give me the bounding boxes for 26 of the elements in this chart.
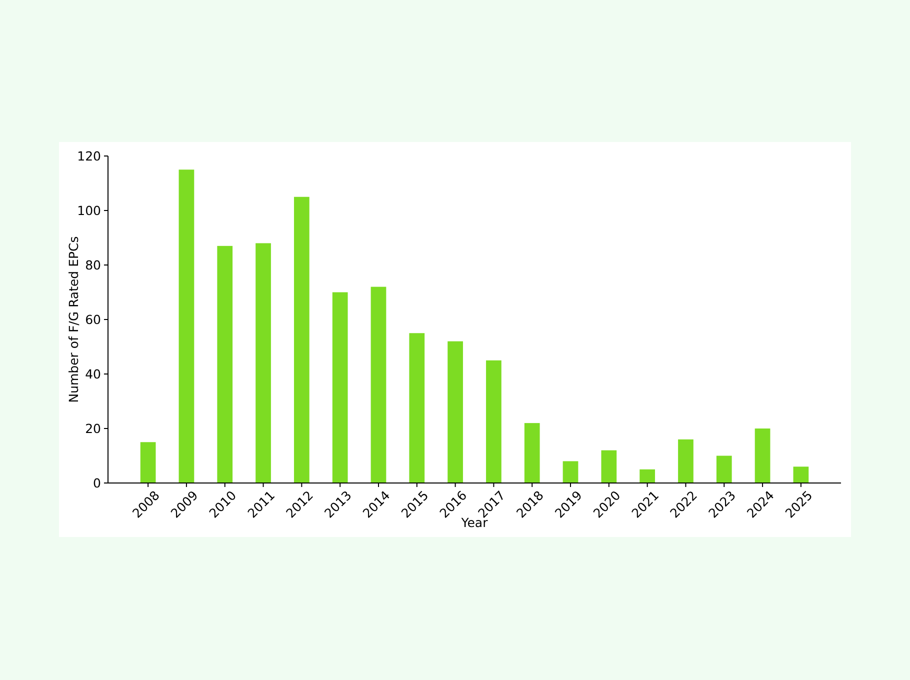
y-tick-label: 60 [85, 312, 102, 327]
bar [409, 333, 425, 483]
bar [601, 450, 617, 483]
bar [448, 341, 463, 483]
bar [370, 286, 386, 483]
bar [678, 439, 694, 483]
bar [294, 196, 310, 483]
bar [562, 461, 578, 483]
bar [640, 469, 656, 483]
bar [754, 428, 770, 483]
bar [178, 170, 194, 483]
bar [524, 423, 540, 483]
y-tick-label: 120 [77, 148, 102, 164]
y-tick-label: 20 [85, 420, 102, 436]
bar [716, 456, 732, 483]
bar [140, 442, 156, 483]
y-tick-label: 0 [93, 475, 102, 490]
bar [256, 243, 271, 483]
bar [217, 246, 233, 483]
bar [793, 466, 809, 483]
y-tick-label: 100 [77, 202, 102, 218]
bar [486, 360, 502, 483]
y-axis-title: Number of F/G Rated EPCs [66, 236, 81, 403]
bar [332, 292, 348, 483]
y-tick-label: 80 [85, 257, 102, 272]
y-tick-label: 40 [85, 366, 102, 382]
